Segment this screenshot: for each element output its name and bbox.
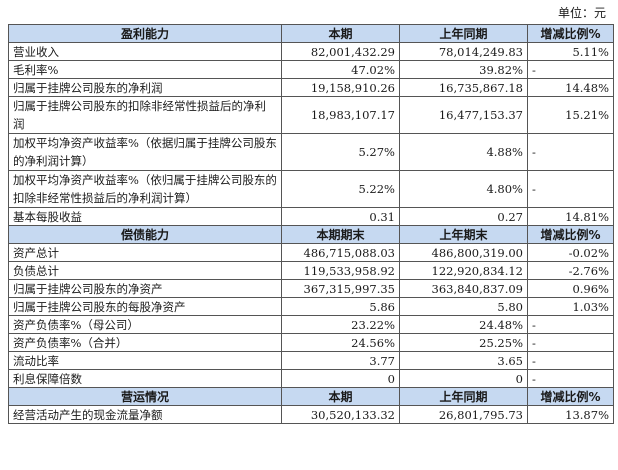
table-row: 负债总计 119,533,958.92 122,920,834.12 -2.76… <box>8 261 614 280</box>
header-cell: 本期 <box>281 387 400 406</box>
section-header-profitability: 盈利能力 本期 上年同期 增减比例% <box>8 24 614 43</box>
change-value: -2.76% <box>527 261 614 280</box>
row-label: 加权平均净资产收益率%（依据归属于挂牌公司股东的净利润计算） <box>8 133 282 171</box>
row-label: 营业收入 <box>8 42 282 61</box>
prior-value: 486,800,319.00 <box>399 243 528 262</box>
table-row: 归属于挂牌公司股东的扣除非经常性损益后的净利润 18,983,107.17 16… <box>8 96 614 134</box>
change-value: - <box>527 351 614 370</box>
change-value: - <box>527 369 614 388</box>
header-cell: 本期 <box>281 24 400 43</box>
header-cell: 上年同期 <box>399 24 528 43</box>
row-label: 资产负债率%（合并） <box>8 333 282 352</box>
current-value: 0 <box>281 369 400 388</box>
table-row: 利息保障倍数 0 0 - <box>8 369 614 388</box>
change-value: - <box>527 170 614 208</box>
header-cell: 上年期末 <box>399 225 528 244</box>
row-label: 加权平均净资产收益率%（依归属于挂牌公司股东的扣除非经常性损益后的净利润计算） <box>8 170 282 208</box>
header-cell: 盈利能力 <box>8 24 282 43</box>
change-value: 14.48% <box>527 78 614 97</box>
current-value: 82,001,432.29 <box>281 42 400 61</box>
current-value: 3.77 <box>281 351 400 370</box>
row-label: 归属于挂牌公司股东的净利润 <box>8 78 282 97</box>
change-value: 0.96% <box>527 279 614 298</box>
header-cell: 上年同期 <box>399 387 528 406</box>
table-row: 经营活动产生的现金流量净额 30,520,133.32 26,801,795.7… <box>8 405 614 424</box>
change-value: 13.87% <box>527 405 614 424</box>
header-cell: 偿债能力 <box>8 225 282 244</box>
change-value: -0.02% <box>527 243 614 262</box>
table-row: 资产负债率%（母公司） 23.22% 24.48% - <box>8 315 614 334</box>
table-row: 基本每股收益 0.31 0.27 14.81% <box>8 207 614 226</box>
table-row: 资产负债率%（合并） 24.56% 25.25% - <box>8 333 614 352</box>
table-row: 流动比率 3.77 3.65 - <box>8 351 614 370</box>
prior-value: 363,840,837.09 <box>399 279 528 298</box>
header-cell: 营运情况 <box>8 387 282 406</box>
current-value: 24.56% <box>281 333 400 352</box>
current-value: 5.86 <box>281 297 400 316</box>
change-value: - <box>527 333 614 352</box>
current-value: 119,533,958.92 <box>281 261 400 280</box>
prior-value: 0.27 <box>399 207 528 226</box>
table-row: 加权平均净资产收益率%（依据归属于挂牌公司股东的净利润计算） 5.27% 4.8… <box>8 133 614 171</box>
prior-value: 39.82% <box>399 60 528 79</box>
row-label: 基本每股收益 <box>8 207 282 226</box>
header-cell: 本期期末 <box>281 225 400 244</box>
prior-value: 24.48% <box>399 315 528 334</box>
row-label: 归属于挂牌公司股东的净资产 <box>8 279 282 298</box>
section-header-solvency: 偿债能力 本期期末 上年期末 增减比例% <box>8 225 614 244</box>
financial-summary-table: 盈利能力 本期 上年同期 增减比例% 营业收入 82,001,432.29 78… <box>8 24 614 424</box>
prior-value: 122,920,834.12 <box>399 261 528 280</box>
row-label: 流动比率 <box>8 351 282 370</box>
row-label: 归属于挂牌公司股东的每股净资产 <box>8 297 282 316</box>
change-value: 5.11% <box>527 42 614 61</box>
current-value: 23.22% <box>281 315 400 334</box>
section-header-operations: 营运情况 本期 上年同期 增减比例% <box>8 387 614 406</box>
change-value: - <box>527 60 614 79</box>
table-row: 毛利率% 47.02% 39.82% - <box>8 60 614 79</box>
prior-value: 3.65 <box>399 351 528 370</box>
prior-value: 5.80 <box>399 297 528 316</box>
table-row: 归属于挂牌公司股东的净利润 19,158,910.26 16,735,867.1… <box>8 78 614 97</box>
prior-value: 26,801,795.73 <box>399 405 528 424</box>
current-value: 486,715,088.03 <box>281 243 400 262</box>
prior-value: 78,014,249.83 <box>399 42 528 61</box>
change-value: 15.21% <box>527 96 614 134</box>
row-label: 归属于挂牌公司股东的扣除非经常性损益后的净利润 <box>8 96 282 134</box>
header-cell: 增减比例% <box>527 225 614 244</box>
table-row: 归属于挂牌公司股东的净资产 367,315,997.35 363,840,837… <box>8 279 614 298</box>
current-value: 367,315,997.35 <box>281 279 400 298</box>
table-row: 归属于挂牌公司股东的每股净资产 5.86 5.80 1.03% <box>8 297 614 316</box>
table-row: 资产总计 486,715,088.03 486,800,319.00 -0.02… <box>8 243 614 262</box>
change-value: 14.81% <box>527 207 614 226</box>
header-cell: 增减比例% <box>527 24 614 43</box>
current-value: 47.02% <box>281 60 400 79</box>
current-value: 5.27% <box>281 133 400 171</box>
current-value: 30,520,133.32 <box>281 405 400 424</box>
change-value: - <box>527 315 614 334</box>
current-value: 5.22% <box>281 170 400 208</box>
unit-label: 单位：元 <box>557 6 606 20</box>
table-row: 加权平均净资产收益率%（依归属于挂牌公司股东的扣除非经常性损益后的净利润计算） … <box>8 170 614 208</box>
prior-value: 0 <box>399 369 528 388</box>
prior-value: 16,477,153.37 <box>399 96 528 134</box>
change-value: - <box>527 133 614 171</box>
row-label: 负债总计 <box>8 261 282 280</box>
row-label: 毛利率% <box>8 60 282 79</box>
row-label: 资产负债率%（母公司） <box>8 315 282 334</box>
prior-value: 4.88% <box>399 133 528 171</box>
row-label: 利息保障倍数 <box>8 369 282 388</box>
row-label: 经营活动产生的现金流量净额 <box>8 405 282 424</box>
current-value: 19,158,910.26 <box>281 78 400 97</box>
prior-value: 16,735,867.18 <box>399 78 528 97</box>
table-row: 营业收入 82,001,432.29 78,014,249.83 5.11% <box>8 42 614 61</box>
current-value: 0.31 <box>281 207 400 226</box>
header-cell: 增减比例% <box>527 387 614 406</box>
row-label: 资产总计 <box>8 243 282 262</box>
prior-value: 4.80% <box>399 170 528 208</box>
prior-value: 25.25% <box>399 333 528 352</box>
current-value: 18,983,107.17 <box>281 96 400 134</box>
change-value: 1.03% <box>527 297 614 316</box>
